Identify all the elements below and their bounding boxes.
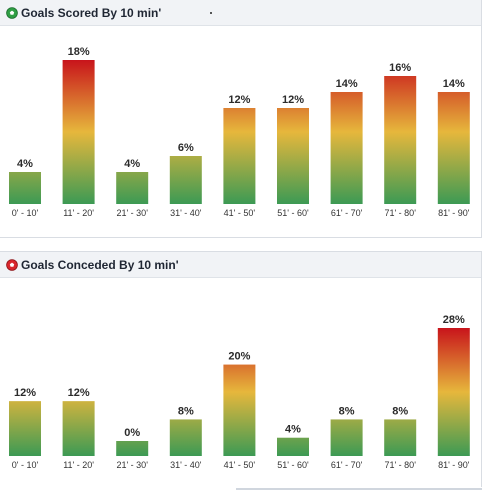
x-tick-label: 0' - 10' (12, 208, 39, 218)
goals-scored-chart: 4% 0' - 10' 18% 11' - 20' 4% 21' - 30' 6% 31' -… (9, 46, 470, 218)
x-tick-label: 51' - 60' (277, 460, 309, 470)
bar-value-label: 12% (68, 387, 90, 399)
x-tick-label: 11' - 20' (63, 460, 94, 470)
header-dot (210, 12, 212, 14)
bar-value-label: 12% (282, 94, 304, 106)
bar-value-label: 4% (285, 424, 301, 436)
goals-conceded-title: Goals Conceded By 10 min' (21, 258, 179, 272)
green-soccer-ball-icon (6, 7, 18, 19)
red-soccer-ball-icon (6, 259, 18, 271)
goals-scored-header: Goals Scored By 10 min' (0, 0, 481, 26)
x-tick-label: 61' - 70' (331, 460, 363, 470)
scroll-indicator (236, 488, 482, 490)
bar-value-label: 6% (178, 142, 194, 154)
x-tick-label: 31' - 40' (170, 208, 202, 218)
x-tick-label: 81' - 90' (438, 208, 470, 218)
x-tick-label: 41' - 50' (224, 460, 256, 470)
bar-1 (62, 60, 95, 204)
goals-conceded-chart: 12% 0' - 10' 12% 11' - 20' 0% 21' - 30' 8% 31' … (9, 314, 470, 470)
x-tick-label: 41' - 50' (224, 208, 256, 218)
bar-4 (223, 364, 256, 456)
x-tick-label: 71' - 80' (384, 208, 416, 218)
bar-7 (384, 419, 417, 456)
bar-value-label: 8% (392, 405, 408, 417)
goals-scored-title: Goals Scored By 10 min' (21, 6, 162, 20)
x-tick-label: 61' - 70' (331, 208, 363, 218)
bar-value-label: 8% (339, 405, 355, 417)
bar-6 (330, 92, 363, 204)
bar-4 (223, 108, 256, 204)
goals-conceded-panel: Goals Conceded By 10 min' 12% 0' - 10' 12%… (0, 251, 482, 487)
x-tick-label: 31' - 40' (170, 460, 202, 470)
bar-value-label: 12% (228, 94, 250, 106)
bar-5 (277, 108, 309, 204)
x-tick-label: 71' - 80' (384, 460, 416, 470)
x-tick-label: 11' - 20' (63, 208, 94, 218)
bar-value-label: 0% (124, 427, 140, 439)
bar-5 (277, 437, 309, 456)
x-tick-label: 21' - 30' (116, 208, 148, 218)
bar-3 (169, 156, 202, 204)
bar-2 (116, 172, 149, 204)
bar-value-label: 4% (17, 158, 33, 170)
x-tick-label: 81' - 90' (438, 460, 470, 470)
bar-8 (437, 92, 470, 204)
bar-value-label: 4% (124, 158, 140, 170)
bar-value-label: 12% (14, 387, 36, 399)
bar-7 (384, 76, 417, 204)
bar-value-label: 16% (389, 62, 411, 74)
bar-3 (169, 419, 202, 456)
goals-conceded-header: Goals Conceded By 10 min' (0, 252, 481, 278)
bar-6 (330, 419, 363, 456)
bar-value-label: 14% (443, 78, 465, 90)
bar-value-label: 28% (443, 314, 465, 326)
bar-0 (9, 401, 41, 456)
x-tick-label: 0' - 10' (12, 460, 39, 470)
x-tick-label: 21' - 30' (116, 460, 148, 470)
bar-value-label: 14% (336, 78, 358, 90)
bar-1 (62, 401, 95, 456)
x-tick-label: 51' - 60' (277, 208, 309, 218)
bar-value-label: 18% (68, 46, 90, 58)
bar-value-label: 20% (228, 351, 250, 363)
goals-scored-panel: Goals Scored By 10 min' 4% 0' - 10' 18% 11'… (0, 0, 482, 238)
bar-value-label: 8% (178, 405, 194, 417)
bar-8 (437, 328, 470, 456)
bar-2 (116, 441, 149, 456)
bar-0 (9, 172, 41, 204)
